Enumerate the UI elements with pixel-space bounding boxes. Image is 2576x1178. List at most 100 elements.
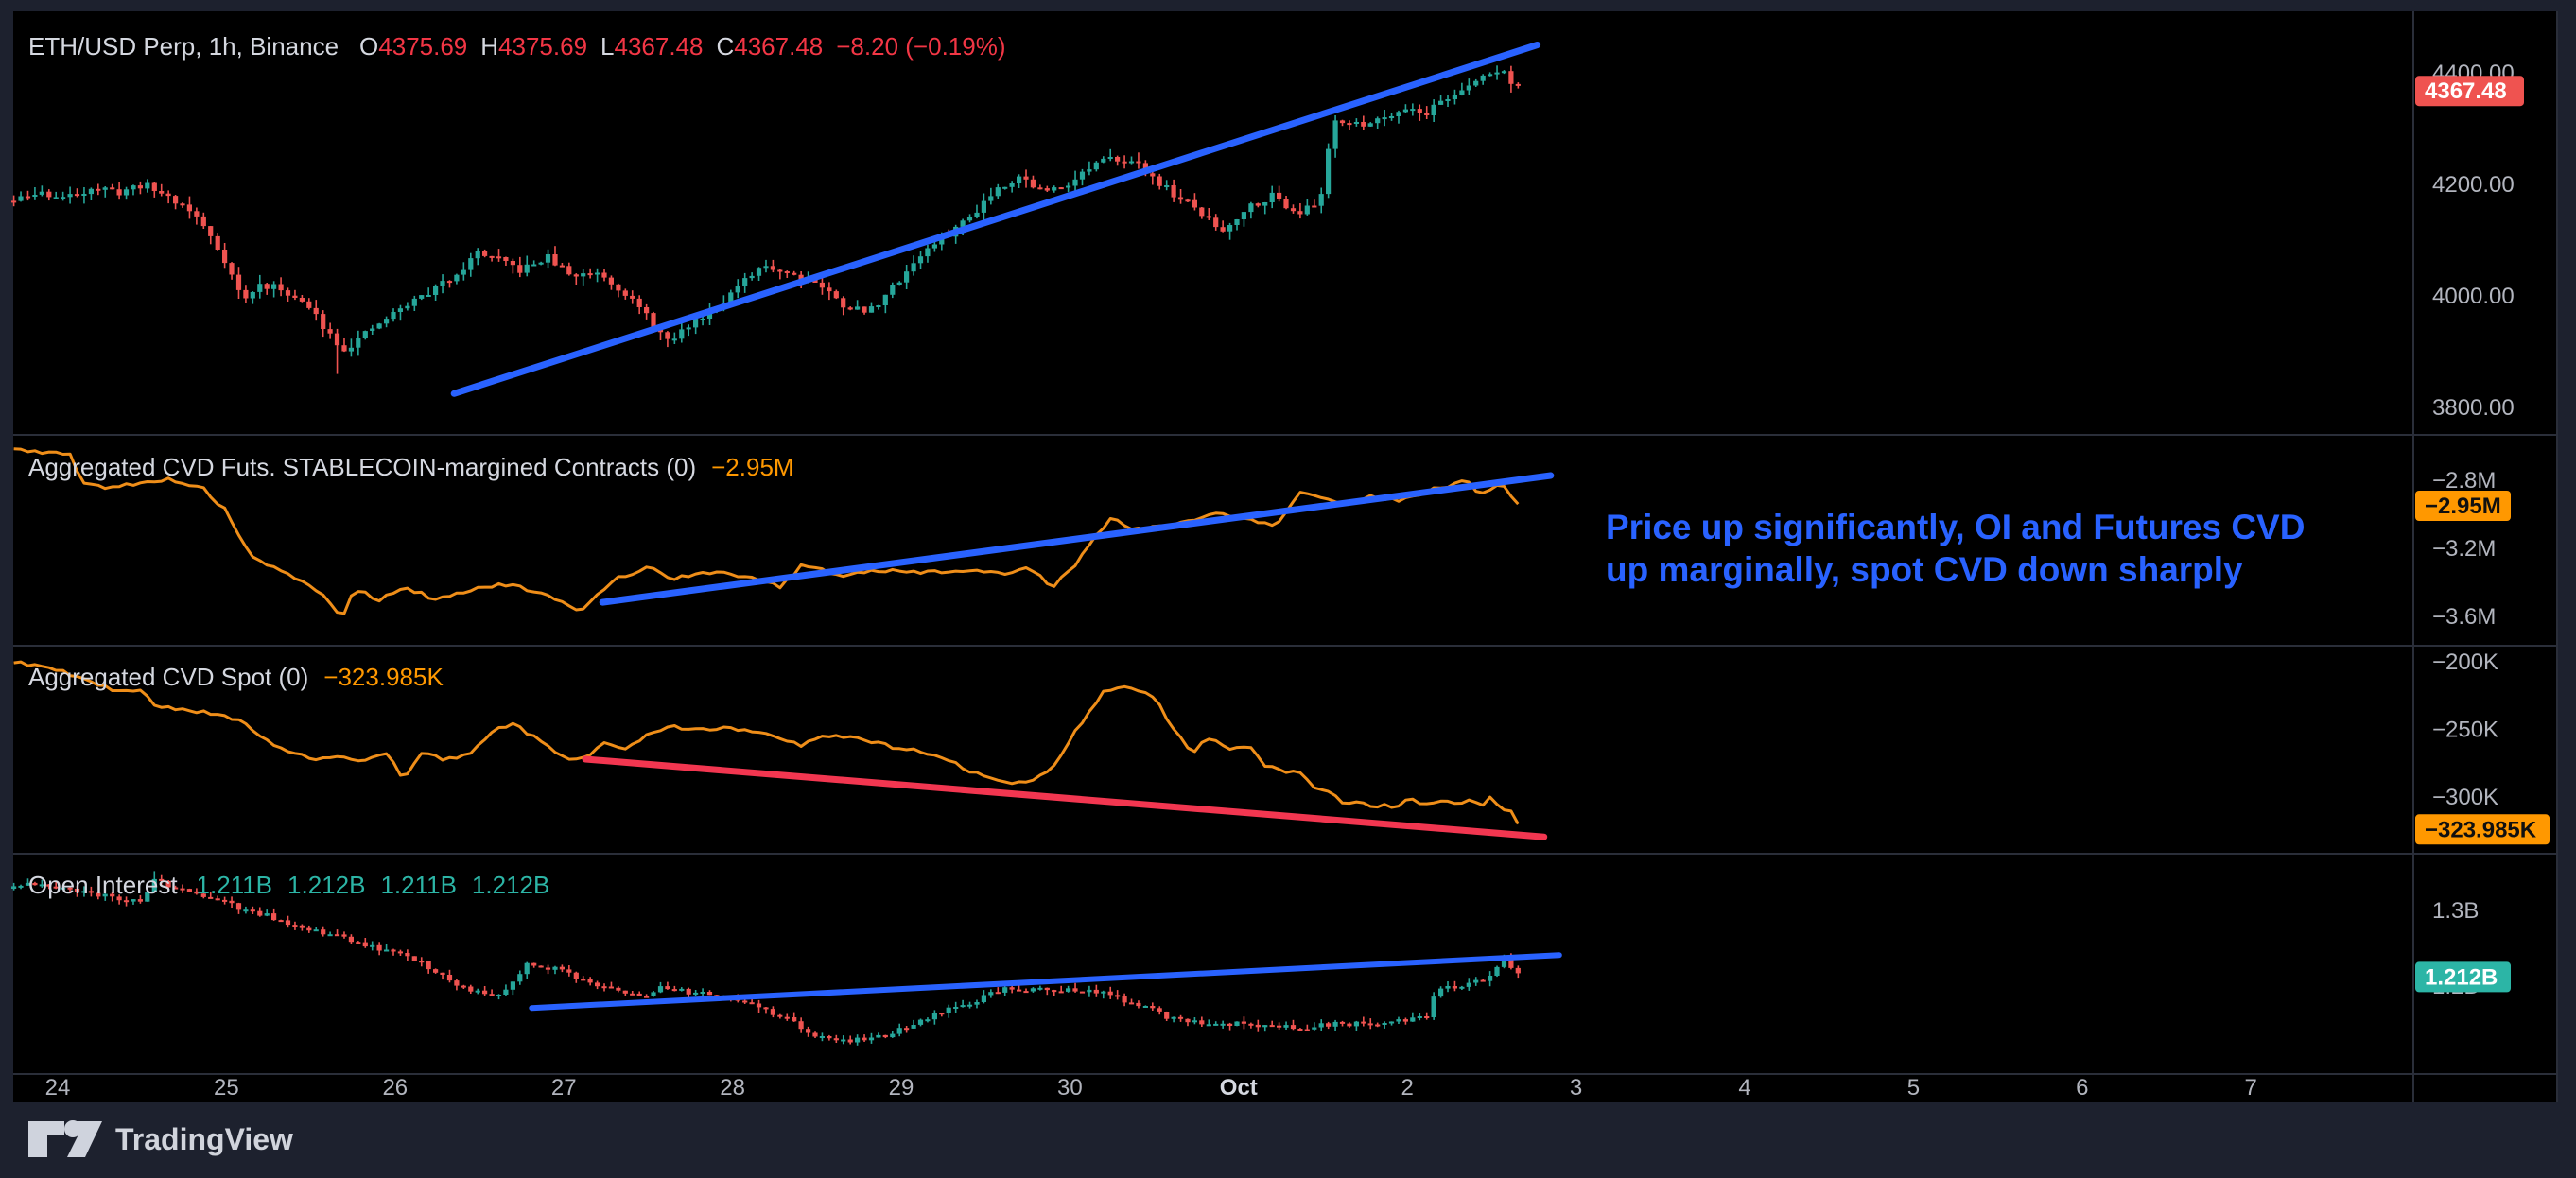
candle-body — [391, 312, 396, 320]
open-interest-title[interactable]: Open Interest 1.211B 1.212B 1.211B 1.212B — [28, 871, 549, 899]
candle-body — [559, 966, 565, 970]
candle-body — [1255, 1024, 1261, 1028]
candle-body — [1283, 199, 1289, 209]
price-series[interactable] — [11, 65, 1521, 374]
candle-body — [1466, 982, 1471, 987]
candle-body — [608, 986, 614, 989]
candle-body — [890, 285, 896, 295]
candle-body — [1480, 75, 1486, 81]
candle-body — [1388, 1021, 1395, 1024]
candle-body — [229, 263, 235, 275]
cvds-line[interactable] — [13, 660, 1520, 825]
candle-body — [321, 929, 326, 935]
tradingview-brand-text[interactable]: TradingView — [115, 1122, 293, 1156]
candle-body — [1107, 991, 1113, 996]
time-scale[interactable]: 24 25 26 27 28 29 30 Oct 2 3 4 5 6 7 — [45, 1075, 2257, 1100]
candle-body — [1431, 104, 1436, 115]
annotation-note-line2[interactable]: up marginally, spot CVD down sharply — [1606, 550, 2243, 589]
candle-body — [896, 282, 902, 285]
candle-body — [1488, 976, 1493, 981]
candle-body — [981, 200, 986, 213]
candle-body — [235, 903, 242, 910]
candle-body — [742, 278, 748, 286]
candle-body — [1213, 1023, 1219, 1026]
annotation-note-line1[interactable]: Price up significantly, OI and Futures C… — [1606, 508, 2305, 546]
candle-body — [1136, 161, 1141, 164]
candle-body — [440, 281, 445, 286]
candle-body — [1515, 967, 1521, 974]
candle-body — [264, 284, 270, 289]
candle-body — [1171, 1016, 1176, 1019]
candle-body — [53, 197, 59, 199]
cvds-value-badge-text: −323.985K — [2425, 817, 2537, 842]
candle-body — [1367, 1023, 1373, 1026]
price-axis-tick: 4200.00 — [2432, 172, 2515, 198]
candle-body — [235, 274, 242, 290]
candle-body — [306, 301, 312, 308]
candle-body — [1023, 991, 1029, 994]
trendlines-layer[interactable] — [450, 42, 1562, 1012]
ohlc-open-label: O — [359, 32, 378, 61]
symbol-name[interactable]: ETH/USD Perp, 1h, Binance — [28, 32, 339, 61]
candle-body — [644, 307, 650, 314]
candle-body — [405, 305, 410, 309]
price-trendline[interactable] — [450, 42, 1541, 397]
open-interest-name[interactable]: Open Interest — [28, 871, 178, 899]
cvd-futures-title[interactable]: Aggregated CVD Futs. STABLECOIN-margined… — [28, 453, 794, 481]
candle-body — [1072, 988, 1078, 992]
candle-body — [250, 292, 255, 299]
candle-body — [1515, 83, 1521, 86]
candle-body — [1473, 979, 1479, 983]
candle-body — [630, 993, 635, 996]
candle-body — [1093, 162, 1099, 170]
candle-body — [510, 261, 515, 266]
candle-body — [243, 289, 249, 299]
cvd-spot-name[interactable]: Aggregated CVD Spot (0) — [28, 663, 308, 691]
candle-body — [116, 189, 122, 196]
chart-background[interactable] — [13, 11, 2557, 1102]
candle-body — [1269, 192, 1275, 202]
candle-body — [917, 1019, 924, 1025]
candle-body — [925, 1019, 931, 1022]
candle-body — [165, 880, 171, 888]
candle-body — [116, 896, 122, 901]
price-scale[interactable]: 4400.004200.004000.003800.00−2.8M−3.2M−3… — [2432, 61, 2515, 999]
candle-body — [1177, 1016, 1184, 1019]
cvds-series[interactable] — [13, 660, 1520, 825]
candle-body — [1206, 216, 1211, 218]
candle-body — [1030, 988, 1036, 992]
candle-body — [819, 282, 825, 288]
candle-body — [777, 1014, 783, 1017]
cvds-trendline[interactable] — [582, 755, 1548, 840]
ohlc-low-value: 4367.48 — [615, 32, 704, 61]
candle-body — [123, 189, 130, 196]
cvd-spot-title[interactable]: Aggregated CVD Spot (0) −323.985K — [28, 663, 444, 691]
candle-body — [327, 329, 333, 334]
candle-body — [847, 307, 853, 310]
candle-body — [806, 1029, 811, 1033]
oi-trendline[interactable] — [529, 952, 1562, 1012]
candle-body — [517, 265, 523, 273]
candle-body — [334, 333, 340, 346]
candle-body — [974, 1002, 980, 1005]
candle-body — [622, 290, 628, 296]
candle-body — [362, 942, 368, 947]
ohlc-close-label: C — [716, 32, 734, 61]
cvd-futures-name[interactable]: Aggregated CVD Futs. STABLECOIN-margined… — [28, 453, 696, 481]
candle-body — [194, 211, 200, 217]
tradingview-logo-icon[interactable] — [28, 1120, 102, 1157]
candle-body — [1009, 183, 1015, 187]
symbol-title[interactable]: ETH/USD Perp, 1h, Binance O4375.69 H4375.6… — [28, 32, 1005, 61]
candle-body — [1122, 996, 1127, 1003]
candle-body — [110, 187, 115, 190]
candle-body — [1142, 1006, 1148, 1008]
candle-body — [566, 969, 572, 973]
cvdf-trendline[interactable] — [599, 472, 1555, 606]
candle-body — [749, 275, 755, 279]
candle-body — [482, 251, 488, 256]
candle-body — [376, 323, 382, 329]
candle-body — [1199, 207, 1205, 217]
candle-body — [1347, 123, 1352, 126]
candle-body — [356, 942, 361, 944]
